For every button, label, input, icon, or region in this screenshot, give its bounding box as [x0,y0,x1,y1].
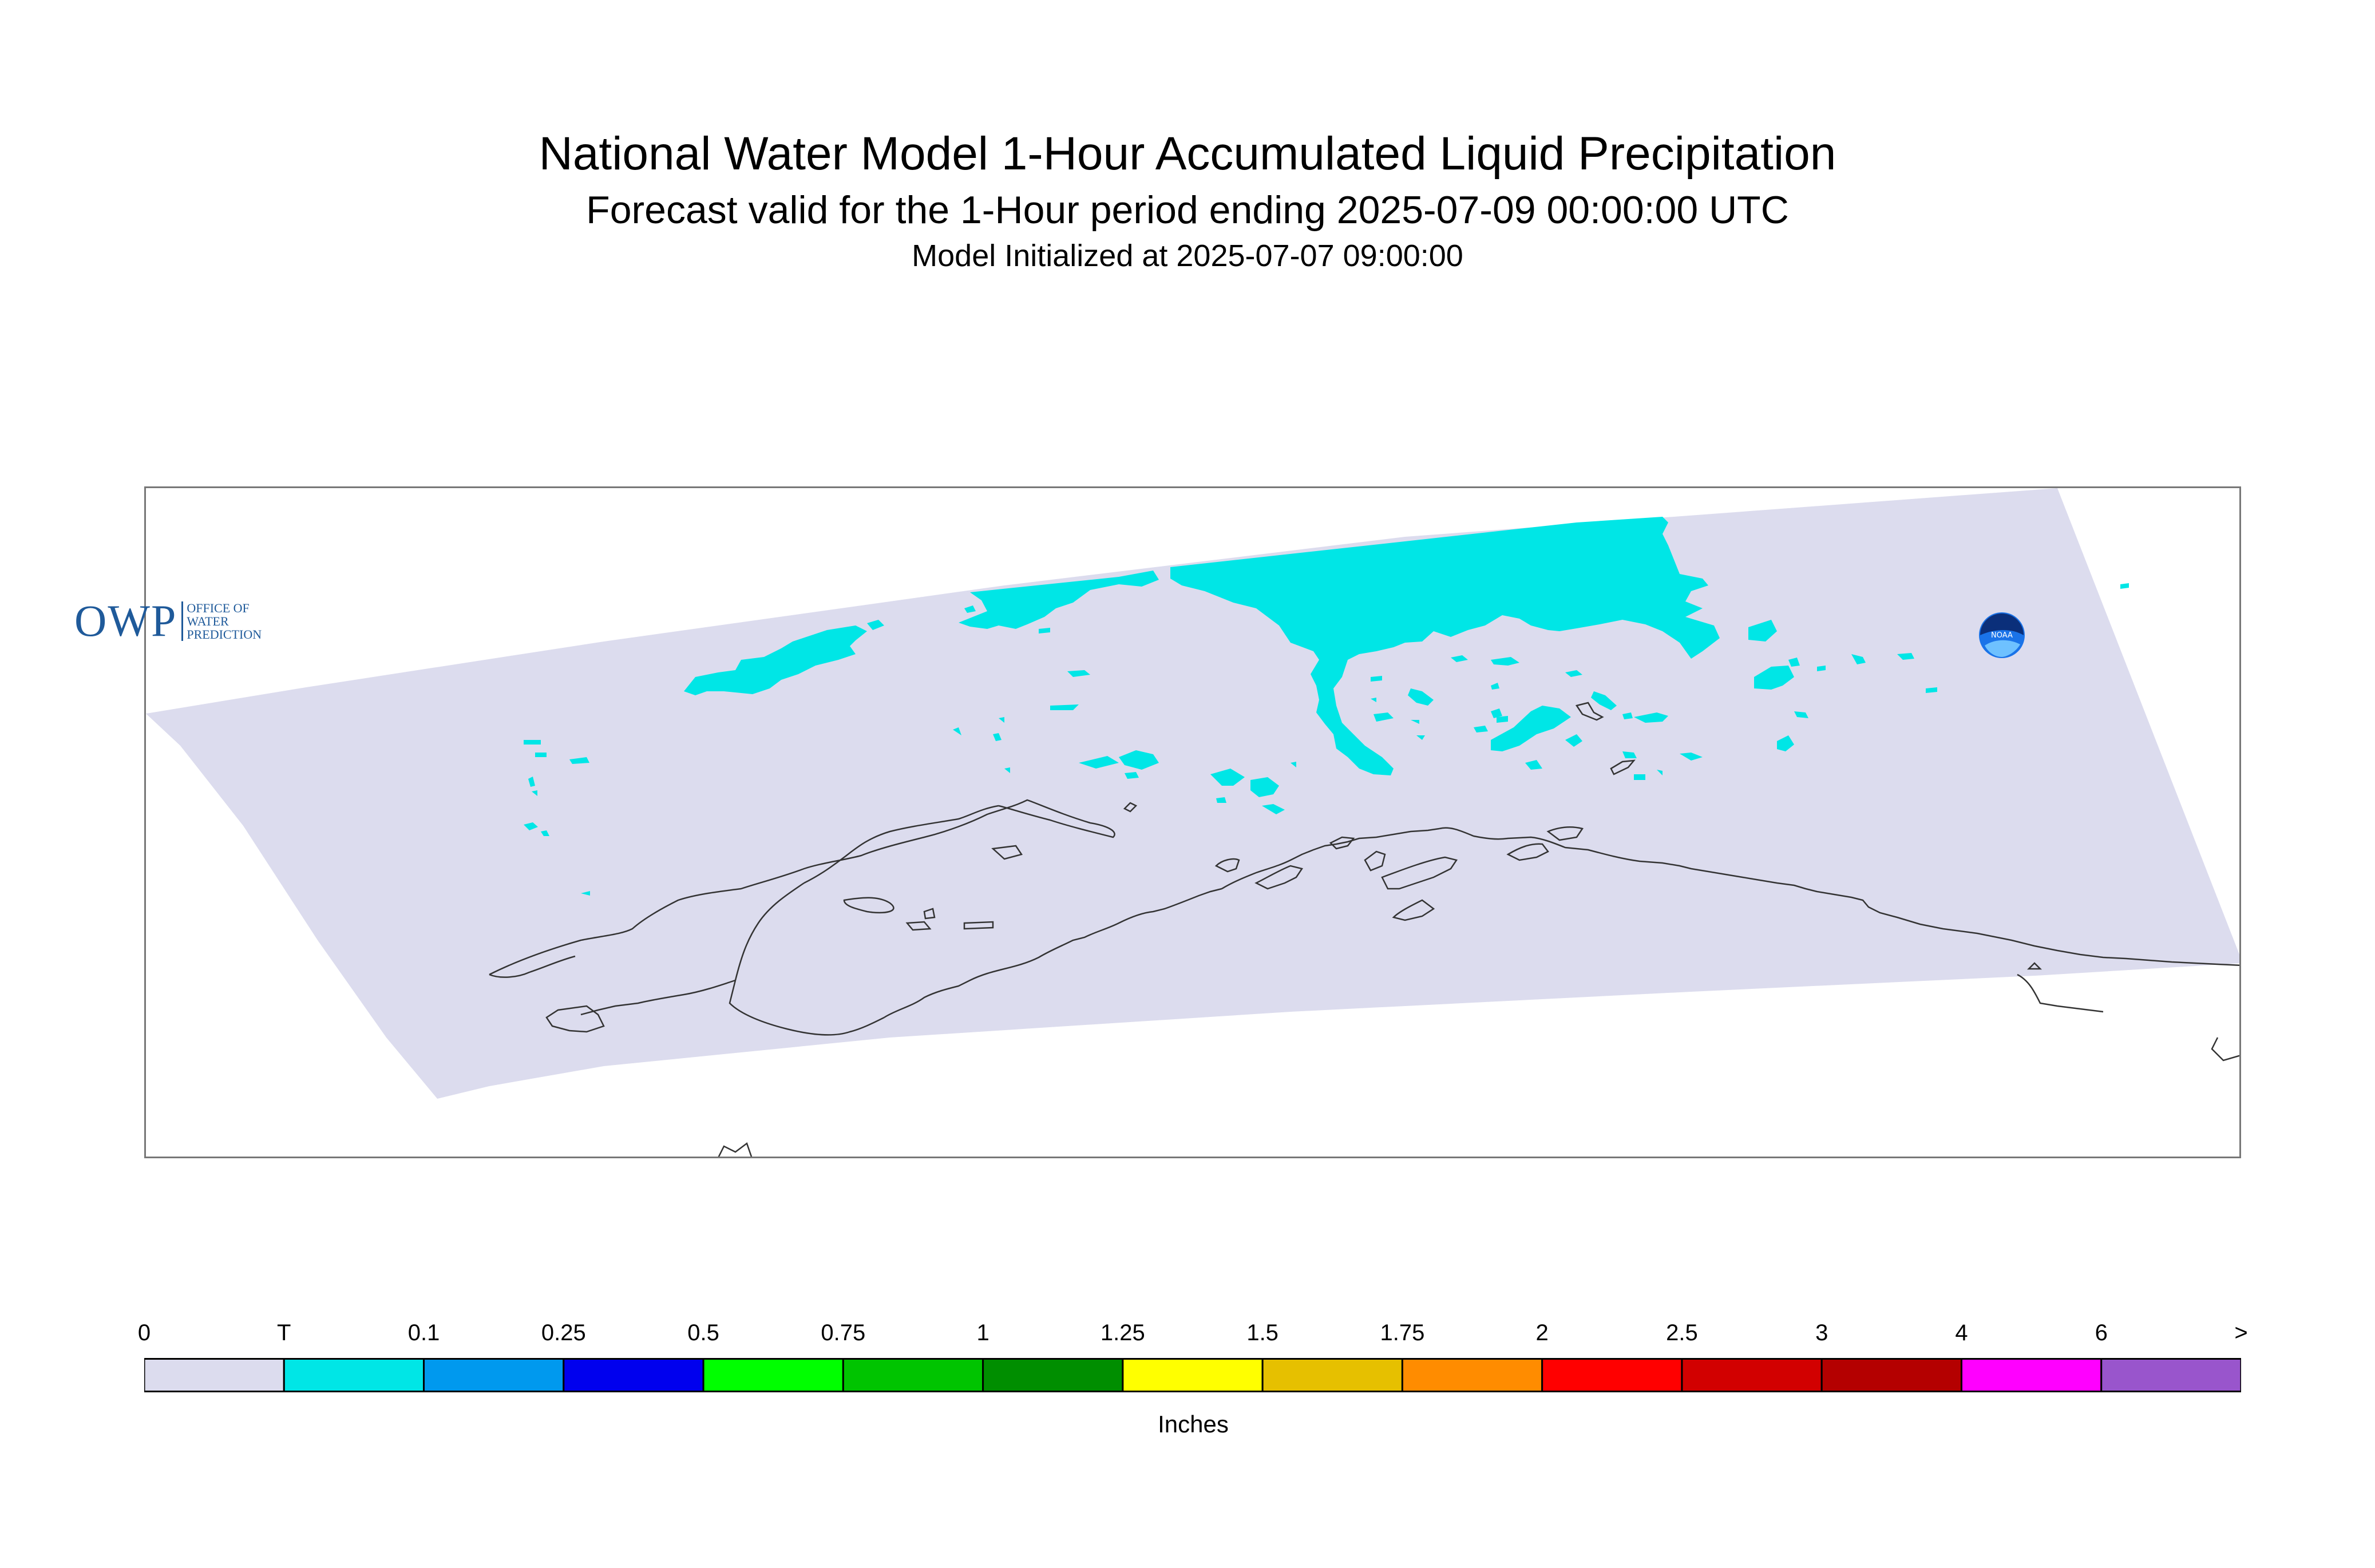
legend-bin-0.25-to-0.5 [563,1358,704,1392]
legend-tick-label: 2.5 [1666,1320,1698,1345]
precipitation-map [146,488,2239,1157]
model-domain [146,488,2239,1157]
legend-bin-1-to-1.25 [982,1358,1124,1392]
legend-tick-label: 0.75 [821,1320,866,1345]
noaa-logo: NOAA [1979,612,2025,658]
legend-tick-label: 0.5 [687,1320,719,1345]
alaska-coastline [489,702,2239,1036]
legend-tick-label: T [277,1320,291,1345]
legend-bin-0-to-T [144,1358,285,1392]
legend-tick-label: 3 [1815,1320,1828,1345]
legend-bin-0.75-to-1 [842,1358,984,1392]
legend-tick-label: 0.25 [541,1320,586,1345]
legend-bin-1.75-to-2 [1401,1358,1543,1392]
legend-tick-label: 0.1 [407,1320,440,1345]
model-initialized-line: Model Initialized at 2025-07-07 09:00:00 [912,239,1463,273]
legend-bin-1.25-to-1.5 [1122,1358,1264,1392]
domain-cutout-west [146,714,492,1157]
legend-bin-0.1-to-0.25 [423,1358,565,1392]
legend-units-label: Inches [1158,1411,1229,1438]
legend-bin-2-to-2.5 [1541,1358,1683,1392]
legend-bin-0.5-to-0.75 [702,1358,844,1392]
legend-tick-label: 4 [1955,1320,1968,1345]
owp-logo: OWP OFFICE OF WATER PREDICTION [74,596,262,646]
legend-tick-label: 0 [137,1320,151,1345]
legend-bin-T-to-0.1 [283,1358,425,1392]
legend-tick-label: 6 [2095,1320,2108,1345]
legend-bin-4-to-6 [1960,1358,2103,1392]
legend-tick-label: > [2234,1320,2248,1345]
precip-trace-areas [524,517,2129,896]
forecast-valid-subtitle: Forecast valid for the 1-Hour period end… [586,188,1789,232]
owp-logo-mark: OWP [74,596,177,646]
noaa-logo-text: NOAA [1991,631,2013,640]
legend-tick-label: 2 [1535,1320,1549,1345]
legend-tick-label: 1.25 [1100,1320,1145,1345]
legend-colorbar [144,1358,2241,1392]
legend-bins [144,1358,2241,1392]
legend-tick-label: 1.75 [1380,1320,1425,1345]
map-panel [144,486,2241,1158]
legend-bin-3-to-4 [1820,1358,1962,1392]
legend-tick-label: 1.5 [1246,1320,1278,1345]
legend-bin-2.5-to-3 [1681,1358,1823,1392]
map-title: National Water Model 1-Hour Accumulated … [539,128,1836,180]
owp-logo-text: OFFICE OF WATER PREDICTION [181,601,262,641]
legend-bin-6-to-> [2100,1358,2241,1392]
legend-bin-1.5-to-1.75 [1261,1358,1403,1392]
legend-tick-label: 1 [976,1320,989,1345]
